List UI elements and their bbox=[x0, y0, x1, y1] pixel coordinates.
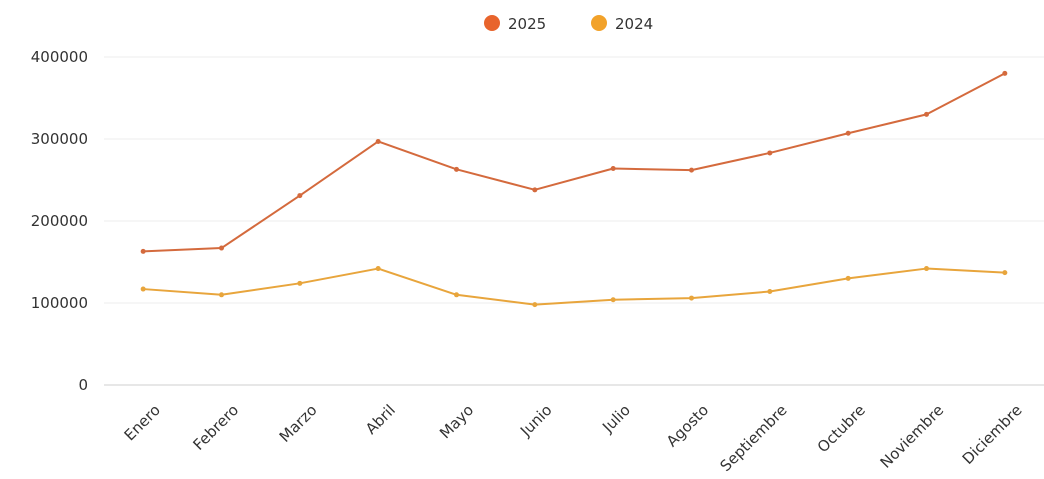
data-point-2024[interactable] bbox=[610, 297, 616, 303]
series-line-2024 bbox=[143, 267, 1005, 306]
data-point-2024[interactable] bbox=[924, 266, 929, 272]
y-tick-label: 300000 bbox=[31, 130, 88, 148]
y-axis-tick-labels: 0 100000 200000 300000 400000 bbox=[31, 48, 88, 394]
data-point-2025[interactable] bbox=[689, 167, 694, 173]
series-2025 bbox=[140, 70, 1008, 254]
data-point-2025[interactable] bbox=[532, 187, 538, 193]
y-tick-label: 400000 bbox=[31, 48, 88, 66]
x-tick-label: Noviembre bbox=[877, 401, 948, 472]
x-tick-label: Abril bbox=[362, 401, 399, 438]
data-point-2025[interactable] bbox=[767, 150, 773, 156]
x-tick-label: Diciembre bbox=[959, 401, 1026, 468]
y-tick-label: 0 bbox=[78, 376, 88, 394]
series-2024 bbox=[140, 266, 1008, 308]
y-tick-label: 100000 bbox=[31, 294, 88, 312]
data-point-2024[interactable] bbox=[532, 302, 538, 308]
legend-item-2024[interactable]: 2024 bbox=[591, 15, 653, 33]
gridlines bbox=[104, 56, 1044, 386]
data-point-2024[interactable] bbox=[454, 292, 459, 298]
y-tick-label: 200000 bbox=[31, 212, 88, 230]
x-tick-label: Mayo bbox=[436, 401, 477, 442]
data-point-2025[interactable] bbox=[219, 245, 224, 251]
x-tick-label: Junio bbox=[516, 401, 555, 440]
legend-marker-2025 bbox=[484, 15, 500, 31]
x-tick-label: Febrero bbox=[189, 401, 242, 454]
data-point-2025[interactable] bbox=[845, 130, 851, 136]
series-line-2025 bbox=[143, 72, 1006, 253]
x-tick-label: Septiembre bbox=[717, 401, 791, 475]
data-point-2024[interactable] bbox=[689, 295, 694, 301]
data-point-2024[interactable] bbox=[297, 280, 303, 286]
legend-item-2025[interactable]: 2025 bbox=[484, 15, 546, 33]
data-point-2024[interactable] bbox=[219, 292, 224, 298]
data-point-2024[interactable] bbox=[845, 275, 851, 281]
x-axis-tick-labels: Enero Febrero Marzo Abril Mayo Junio Julio Agos… bbox=[121, 401, 1026, 475]
x-tick-label: Octubre bbox=[814, 401, 869, 456]
data-point-2025[interactable] bbox=[610, 166, 616, 172]
legend-marker-2024 bbox=[591, 15, 607, 31]
data-point-2025[interactable] bbox=[1002, 70, 1008, 76]
x-tick-label: Agosto bbox=[663, 401, 712, 450]
data-point-2024[interactable] bbox=[140, 286, 146, 292]
x-tick-label: Julio bbox=[598, 401, 634, 437]
x-tick-label: Marzo bbox=[276, 401, 321, 446]
data-point-2025[interactable] bbox=[297, 193, 303, 199]
data-point-2024[interactable] bbox=[767, 289, 773, 295]
data-point-2025[interactable] bbox=[140, 248, 146, 254]
data-point-2024[interactable] bbox=[1002, 270, 1008, 276]
data-point-2024[interactable] bbox=[375, 266, 381, 272]
data-point-2025[interactable] bbox=[924, 111, 929, 117]
x-tick-label: Enero bbox=[121, 401, 164, 444]
legend-label-2025: 2025 bbox=[508, 15, 546, 33]
series-lines bbox=[140, 70, 1008, 308]
legend-label-2024: 2024 bbox=[615, 15, 653, 33]
legend: 2025 2024 bbox=[484, 15, 653, 33]
data-point-2025[interactable] bbox=[454, 166, 459, 172]
data-point-2025[interactable] bbox=[375, 138, 381, 144]
